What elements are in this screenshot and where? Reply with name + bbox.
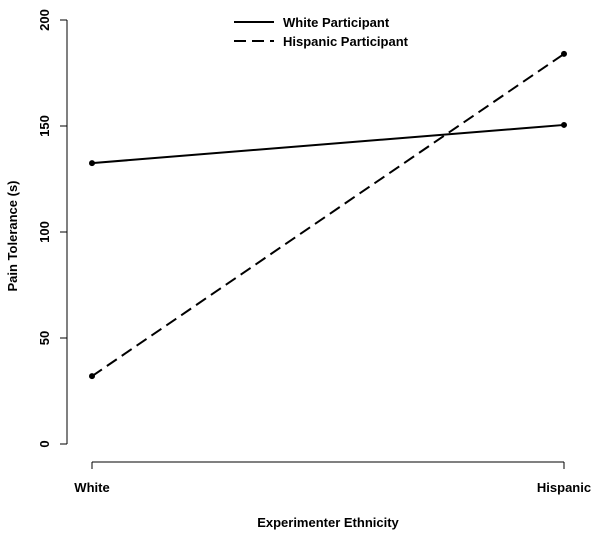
x-tick-label: Hispanic	[537, 480, 591, 495]
series-layer	[89, 51, 567, 379]
legend: White Participant Hispanic Participant	[234, 15, 409, 49]
x-tick-label: White	[74, 480, 109, 495]
series-line-0	[92, 125, 564, 163]
legend-label-0: White Participant	[283, 15, 390, 30]
y-tick-label: 100	[37, 221, 52, 243]
series-line-1	[92, 54, 564, 376]
y-tick-label: 50	[37, 331, 52, 345]
legend-label-1: Hispanic Participant	[283, 34, 409, 49]
y-axis: 0 50 100 150 200	[37, 9, 67, 447]
series-0-point	[89, 160, 95, 166]
y-tick-label: 150	[37, 115, 52, 137]
y-tick-label: 200	[37, 9, 52, 31]
series-1-point	[89, 373, 95, 379]
x-axis: White Hispanic	[74, 462, 591, 495]
x-axis-label: Experimenter Ethnicity	[257, 515, 399, 530]
series-1-point	[561, 51, 567, 57]
y-tick-label: 0	[37, 440, 52, 447]
y-axis-label: Pain Tolerance (s)	[5, 180, 20, 291]
series-0-point	[561, 122, 567, 128]
